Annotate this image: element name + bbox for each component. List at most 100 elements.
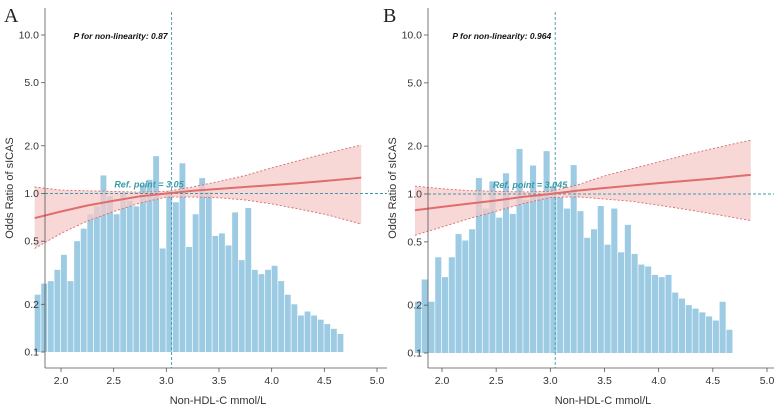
panel-a-hist-bar bbox=[238, 260, 245, 352]
panel-b-y-tick-label: 1.0 bbox=[407, 189, 422, 201]
panel-b-hist-bar bbox=[543, 151, 550, 353]
panel-b-y-axis-label: Odds Ratio of sICAS bbox=[387, 137, 399, 239]
panel-a-hist-bar bbox=[41, 283, 48, 352]
panel-b-hist-bar bbox=[685, 305, 692, 353]
panel-b-hist-bar bbox=[550, 186, 557, 353]
panel-a-hist-bar bbox=[225, 245, 232, 352]
panel-a-hist-bar bbox=[120, 192, 127, 352]
panel-b-hist-bar bbox=[638, 264, 645, 353]
panel-b-x-tick-label: 4.0 bbox=[651, 375, 666, 387]
panel-b-hist-bar bbox=[611, 208, 618, 353]
panel-b-x-axis-label: Non-HDL-C mmol/L bbox=[555, 395, 652, 407]
panel-a-hist-bar bbox=[133, 206, 140, 352]
panel-a-hist-bar bbox=[304, 311, 311, 352]
panel-b-hist-bar bbox=[624, 224, 631, 353]
panel-b-hist-bar bbox=[645, 266, 652, 353]
panel-b-hist-bar bbox=[502, 173, 510, 353]
panel-a-hist-bar bbox=[179, 163, 186, 352]
panel-b-hist-bar bbox=[604, 244, 611, 353]
panel-a-hist-bar bbox=[54, 269, 61, 352]
panel-a-hist-bar bbox=[324, 324, 331, 352]
panel-a-hist-bar bbox=[126, 200, 133, 352]
panel-b-hist-bar bbox=[665, 274, 672, 353]
panel-b-hist-bar bbox=[516, 148, 523, 353]
panel-b-histogram bbox=[414, 148, 733, 353]
panel-a-y-tick-label: 2.0 bbox=[24, 140, 39, 152]
panel-a-y-tick-label: 0.5 bbox=[24, 236, 39, 248]
panel-a-hist-bar bbox=[245, 208, 252, 352]
panel-a-hist-bar bbox=[34, 294, 41, 352]
panel-b-hist-bar bbox=[536, 194, 543, 353]
panel-b-hist-bar bbox=[428, 301, 435, 353]
panel-a-hist-bar bbox=[186, 246, 192, 352]
panel-a-x-tick-label: 2.5 bbox=[106, 375, 121, 387]
panel-a-x-tick-label: 5.0 bbox=[370, 375, 385, 387]
panel-a-hist-bar bbox=[271, 265, 278, 352]
panel-a-y-tick-label: 0.1 bbox=[24, 347, 39, 359]
panel-a-hist-bar bbox=[192, 214, 199, 352]
panel-b-hist-bar bbox=[455, 234, 462, 353]
panel-a-histogram bbox=[34, 156, 344, 352]
panel-a-hist-bar bbox=[107, 196, 113, 352]
panel-a-hist-bar bbox=[251, 269, 258, 352]
panel-a-hist-bar bbox=[80, 228, 87, 352]
panel-a-ci-lower bbox=[34, 196, 362, 249]
panel-a-y-tick-label: 5.0 bbox=[24, 77, 39, 89]
panel-a-hist-bar bbox=[140, 185, 146, 352]
panel-a-hist-bar bbox=[317, 319, 324, 352]
panel-a-ref-label: Ref. point = 3.05 bbox=[114, 180, 184, 190]
panel-b: B 0.1 0.2 0.5 1.0 2.0 5.0 10.0 2.0 2.5 3.0 3.5 4.0 4… bbox=[383, 5, 774, 407]
panel-b-hist-bar bbox=[523, 199, 530, 353]
panel-a-or-curve bbox=[34, 176, 362, 220]
panel-b-hist-bar bbox=[563, 208, 570, 353]
panel-a-hist-bar bbox=[199, 178, 206, 352]
panel-b-or-curve bbox=[414, 173, 751, 212]
panel-a-y-tick-label: 10.0 bbox=[19, 30, 40, 42]
panel-b-x-tick-label: 2.0 bbox=[435, 375, 450, 387]
panel-b-y-tick-label: 0.5 bbox=[407, 236, 422, 248]
panel-b-x-tick-label: 2.5 bbox=[489, 375, 504, 387]
panel-a-axes: 0.1 0.2 0.5 1.0 2.0 5.0 10.0 2.0 2.5 3.0 3.5 4.0 4.5… bbox=[19, 8, 387, 387]
panel-b-hist-bar bbox=[672, 292, 679, 353]
panel-b-x-tick-label: 4.5 bbox=[706, 375, 721, 387]
panel-b-hist-bar bbox=[496, 217, 503, 353]
panel-b-ci-lower bbox=[414, 196, 751, 236]
panel-b-p-annotation: P for non-linearity: 0.964 bbox=[452, 31, 551, 41]
panel-b-hist-bar bbox=[584, 237, 591, 353]
panel-a-hist-bar bbox=[205, 192, 212, 352]
panel-b-hist-bar bbox=[651, 274, 658, 353]
panel-b-hist-bar bbox=[658, 277, 665, 353]
panel-a-hist-bar bbox=[219, 233, 225, 352]
panel-a-hist-bar bbox=[265, 269, 271, 352]
panel-b-hist-bar bbox=[618, 252, 625, 353]
panel-b-hist-bar bbox=[482, 208, 489, 353]
panel-b-hist-bar bbox=[706, 316, 713, 353]
panel-a-ci-upper bbox=[34, 144, 362, 193]
panel-a-hist-bar bbox=[67, 281, 74, 352]
panel-b-hist-bar bbox=[692, 308, 699, 353]
panel-a-hist-bar bbox=[337, 333, 344, 352]
panel-b-y-tick-label: 5.0 bbox=[407, 77, 422, 89]
panel-a-x-tick-label: 3.5 bbox=[212, 375, 227, 387]
panel-b-hist-bar bbox=[469, 229, 476, 353]
panel-a-x-tick-label: 3.0 bbox=[159, 375, 174, 387]
panel-b-y-tick-label: 10.0 bbox=[402, 30, 423, 42]
panel-a-hist-bar bbox=[278, 281, 285, 352]
panel-a-hist-bar bbox=[330, 328, 337, 352]
panel-a-hist-bar bbox=[258, 274, 265, 352]
panel-a-hist-bar bbox=[113, 214, 120, 352]
panel-b-hist-bar bbox=[530, 165, 537, 353]
panel-a-hist-bar bbox=[153, 156, 160, 352]
panel-a-y-tick-label: 1.0 bbox=[24, 188, 39, 200]
panel-b-x-tick-label: 3.5 bbox=[597, 375, 612, 387]
panel-a-x-tick-label: 4.0 bbox=[264, 375, 279, 387]
panel-a-hist-bar bbox=[61, 254, 67, 352]
panel-b-ci-upper bbox=[414, 139, 751, 193]
panel-b-hist-bar bbox=[719, 301, 726, 353]
panel-a-hist-bar bbox=[146, 179, 153, 352]
panel-a-hist-bar bbox=[166, 190, 173, 352]
panel-a-hist-bar bbox=[311, 315, 318, 352]
panel-b-hist-bar bbox=[678, 298, 686, 353]
panel-b-hist-bar bbox=[475, 178, 482, 353]
